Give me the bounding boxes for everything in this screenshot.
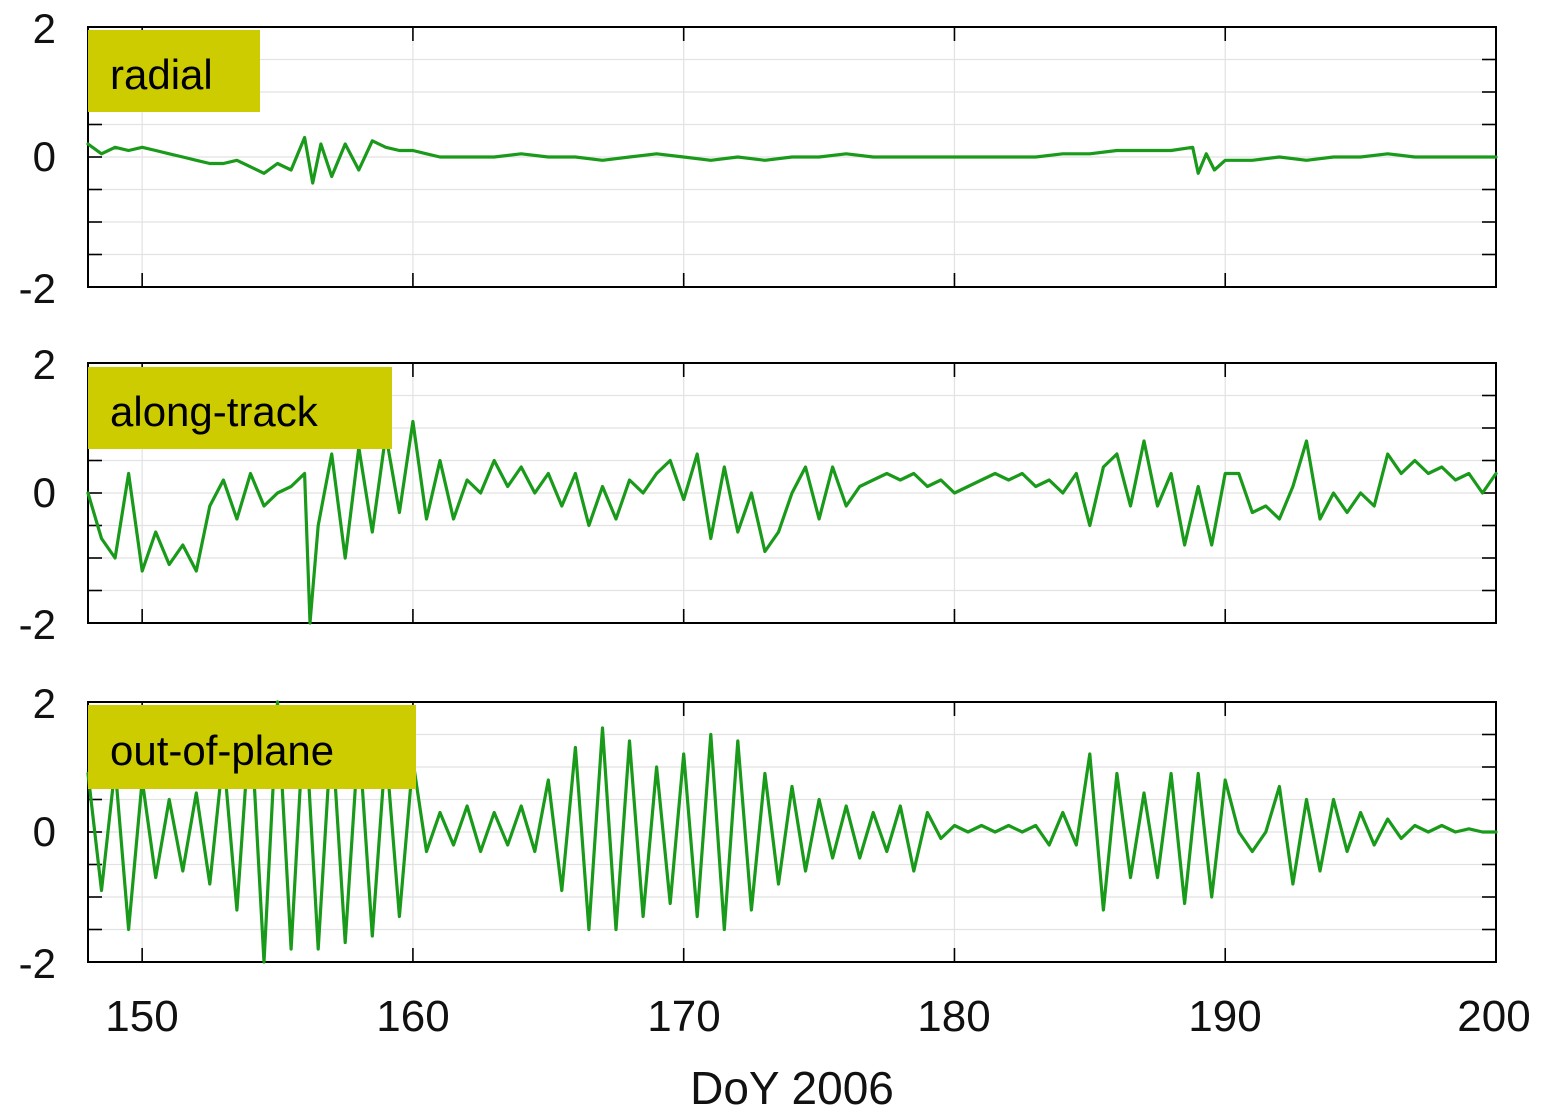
- series: [86, 135, 1498, 185]
- panel-out-of-plane: 2 0 -2 out-of-plane: [19, 680, 1498, 987]
- series-line: [86, 135, 1498, 185]
- panel-radial: 2 0 -2 radial: [19, 5, 1498, 312]
- panel-label-box: [88, 705, 416, 789]
- x-tick-label: 200: [1457, 992, 1530, 1041]
- panel-label-box: [88, 30, 260, 112]
- series: [86, 700, 1498, 964]
- panel-label-box: [88, 367, 392, 449]
- y-tick-label-bottom: -2: [19, 940, 56, 987]
- y-tick-label-top: 2: [33, 680, 56, 727]
- x-tick-label: 160: [376, 992, 449, 1041]
- x-tick-label: 190: [1188, 992, 1261, 1041]
- x-axis-title: DoY 2006: [690, 1062, 894, 1114]
- y-tick-label-zero: 0: [33, 808, 56, 855]
- y-tick-label-top: 2: [33, 5, 56, 52]
- series: [86, 419, 1498, 625]
- y-tick-label-zero: 0: [33, 133, 56, 180]
- series-line: [86, 700, 1498, 964]
- y-tick-label-top: 2: [33, 341, 56, 388]
- x-axis: 150 160 170 180 190 200 DoY 2006: [105, 992, 1530, 1114]
- panel-along-track: 2 0 -2 along-track: [19, 341, 1498, 648]
- x-tick-label: 170: [647, 992, 720, 1041]
- panel-label: radial: [110, 51, 213, 98]
- y-tick-label-zero: 0: [33, 469, 56, 516]
- x-tick-label: 180: [917, 992, 990, 1041]
- series-line: [86, 419, 1498, 625]
- x-tick-label: 150: [105, 992, 178, 1041]
- panel-label: along-track: [110, 388, 319, 435]
- y-tick-label-bottom: -2: [19, 601, 56, 648]
- panel-label: out-of-plane: [110, 727, 334, 774]
- y-tick-label-bottom: -2: [19, 265, 56, 312]
